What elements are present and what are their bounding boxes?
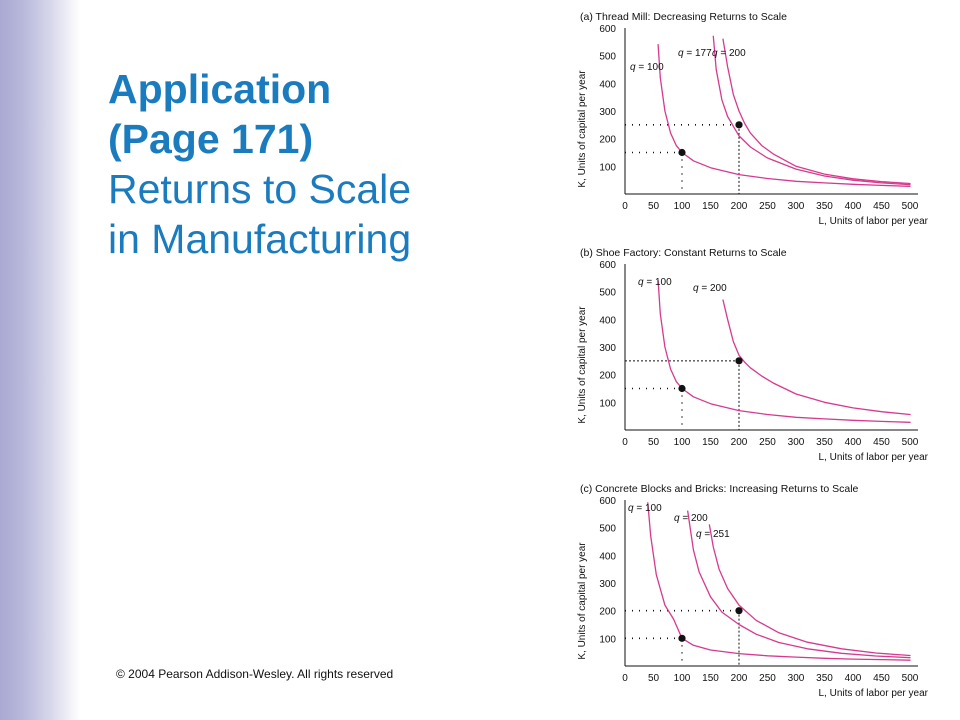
x-tick-label: 450 — [873, 437, 890, 448]
isoquant-label: q = 200 — [674, 513, 708, 524]
y-tick-label: 500 — [599, 288, 616, 299]
x-tick-label: 300 — [788, 437, 805, 448]
y-tick-label: 100 — [599, 162, 616, 173]
y-tick-label: 600 — [599, 24, 616, 35]
isoquant-label: q = 100 — [628, 503, 662, 514]
chart-panel-a: (a) Thread Mill: Decreasing Returns to S… — [560, 4, 950, 240]
x-tick-label: 0 — [622, 201, 628, 212]
slide-title: Application (Page 171) Returns to Scale … — [108, 64, 488, 264]
isoquant-curve — [712, 35, 911, 186]
isoquant-curve — [647, 502, 911, 661]
x-tick-label: 450 — [873, 673, 890, 684]
isoquant-curve — [657, 279, 911, 423]
y-tick-label: 400 — [599, 79, 616, 90]
y-tick-label: 200 — [599, 371, 616, 382]
y-tick-label: 100 — [599, 634, 616, 645]
decorative-side-band — [0, 0, 80, 720]
x-tick-label: 150 — [702, 437, 719, 448]
y-tick-label: 200 — [599, 607, 616, 618]
y-tick-label: 600 — [599, 260, 616, 271]
y-tick-label: 600 — [599, 496, 616, 507]
x-tick-label: 400 — [845, 673, 862, 684]
x-tick-label: 350 — [816, 201, 833, 212]
data-point — [678, 634, 686, 642]
y-axis-label: K, Units of capital per year — [577, 542, 588, 660]
title-line-3: Returns to Scale — [108, 166, 412, 212]
x-tick-label: 350 — [816, 437, 833, 448]
x-tick-label: 500 — [902, 201, 919, 212]
data-point — [735, 121, 743, 129]
isoquant-curve — [708, 524, 911, 657]
chart-svg: (b) Shoe Factory: Constant Returns to Sc… — [577, 247, 929, 463]
chart-panel-c: (c) Concrete Blocks and Bricks: Increasi… — [560, 476, 950, 712]
isoquant-curve — [657, 43, 911, 187]
y-tick-label: 500 — [599, 524, 616, 535]
chart-panel-b: (b) Shoe Factory: Constant Returns to Sc… — [560, 240, 950, 476]
chart-title: (a) Thread Mill: Decreasing Returns to S… — [580, 11, 787, 23]
x-tick-label: 200 — [731, 201, 748, 212]
y-tick-label: 400 — [599, 551, 616, 562]
isoquant-label: q = 177 — [678, 48, 712, 59]
isoquant-curve — [722, 38, 911, 185]
x-tick-label: 500 — [902, 673, 919, 684]
x-tick-label: 350 — [816, 673, 833, 684]
title-line-4: in Manufacturing — [108, 216, 412, 262]
x-tick-label: 100 — [674, 437, 691, 448]
y-tick-label: 400 — [599, 315, 616, 326]
y-tick-label: 300 — [599, 343, 616, 354]
x-tick-label: 100 — [674, 201, 691, 212]
x-axis-label: L, Units of labor per year — [819, 452, 929, 463]
y-axis-label: K, Units of capital per year — [577, 70, 588, 188]
isoquant-curve — [722, 299, 911, 416]
y-tick-label: 100 — [599, 398, 616, 409]
chart-title: (b) Shoe Factory: Constant Returns to Sc… — [580, 247, 787, 259]
y-tick-label: 300 — [599, 107, 616, 118]
x-tick-label: 150 — [702, 673, 719, 684]
x-tick-label: 100 — [674, 673, 691, 684]
x-tick-label: 500 — [902, 437, 919, 448]
isoquant-label: q = 251 — [696, 529, 730, 540]
title-line-1: Application — [108, 66, 332, 112]
isoquant-curve — [687, 510, 911, 659]
x-tick-label: 250 — [759, 673, 776, 684]
x-axis-label: L, Units of labor per year — [819, 216, 929, 227]
x-tick-label: 450 — [873, 201, 890, 212]
x-tick-label: 150 — [702, 201, 719, 212]
chart-svg: (a) Thread Mill: Decreasing Returns to S… — [577, 11, 929, 227]
x-axis-label: L, Units of labor per year — [819, 688, 929, 699]
x-tick-label: 300 — [788, 673, 805, 684]
x-tick-label: 200 — [731, 437, 748, 448]
y-tick-label: 300 — [599, 579, 616, 590]
data-point — [678, 148, 686, 157]
isoquant-label: q = 200 — [712, 48, 746, 59]
x-tick-label: 400 — [845, 437, 862, 448]
chart-svg: (c) Concrete Blocks and Bricks: Increasi… — [577, 483, 929, 699]
chart-title: (c) Concrete Blocks and Bricks: Increasi… — [580, 483, 859, 495]
data-point — [678, 384, 686, 393]
x-tick-label: 50 — [648, 437, 660, 448]
y-tick-label: 200 — [599, 135, 616, 146]
data-point — [735, 357, 743, 365]
copyright-notice: © 2004 Pearson Addison-Wesley. All right… — [116, 667, 394, 681]
x-tick-label: 400 — [845, 201, 862, 212]
x-tick-label: 50 — [648, 673, 660, 684]
isoquant-label: q = 200 — [693, 283, 727, 294]
x-tick-label: 250 — [759, 437, 776, 448]
y-axis-label: K, Units of capital per year — [577, 306, 588, 424]
title-line-2: (Page 171) — [108, 116, 314, 162]
isoquant-label: q = 100 — [630, 62, 664, 73]
x-tick-label: 0 — [622, 673, 628, 684]
isoquant-label: q = 100 — [638, 277, 672, 288]
x-tick-label: 0 — [622, 437, 628, 448]
data-point — [735, 607, 743, 615]
y-tick-label: 500 — [599, 52, 616, 63]
x-tick-label: 50 — [648, 201, 660, 212]
x-tick-label: 300 — [788, 201, 805, 212]
x-tick-label: 250 — [759, 201, 776, 212]
x-tick-label: 200 — [731, 673, 748, 684]
